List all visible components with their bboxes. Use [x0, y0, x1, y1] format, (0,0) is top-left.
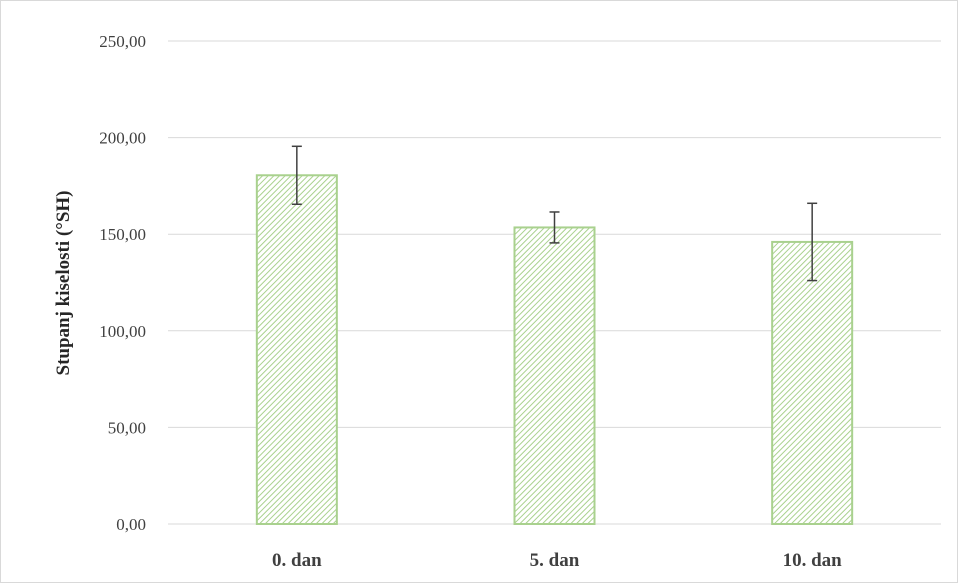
error-bar	[807, 202, 818, 282]
y-tick-label: 150,00	[99, 225, 146, 244]
bar	[771, 240, 854, 525]
bar	[513, 226, 596, 526]
x-category-label: 5. dan	[530, 550, 580, 571]
bar	[255, 174, 338, 526]
x-category-label: 10. dan	[783, 550, 843, 571]
error-bar	[291, 145, 302, 206]
y-tick-label: 50,00	[108, 418, 146, 437]
y-axis-ticks: 0,00 50,00 100,00 150,00 200,00 250,00	[99, 32, 146, 534]
error-bars	[291, 145, 818, 282]
y-tick-label: 0,00	[116, 515, 146, 534]
y-axis-label: Stupanj kiselosti (°SH)	[53, 191, 74, 376]
y-tick-label: 200,00	[99, 129, 146, 148]
x-category-label: 0. dan	[272, 550, 322, 571]
y-tick-label: 250,00	[99, 32, 146, 51]
x-axis-categories: 0. dan 5. dan 10. dan	[272, 550, 842, 571]
y-tick-label: 100,00	[99, 322, 146, 341]
error-bar	[549, 211, 560, 244]
bars	[255, 174, 854, 526]
